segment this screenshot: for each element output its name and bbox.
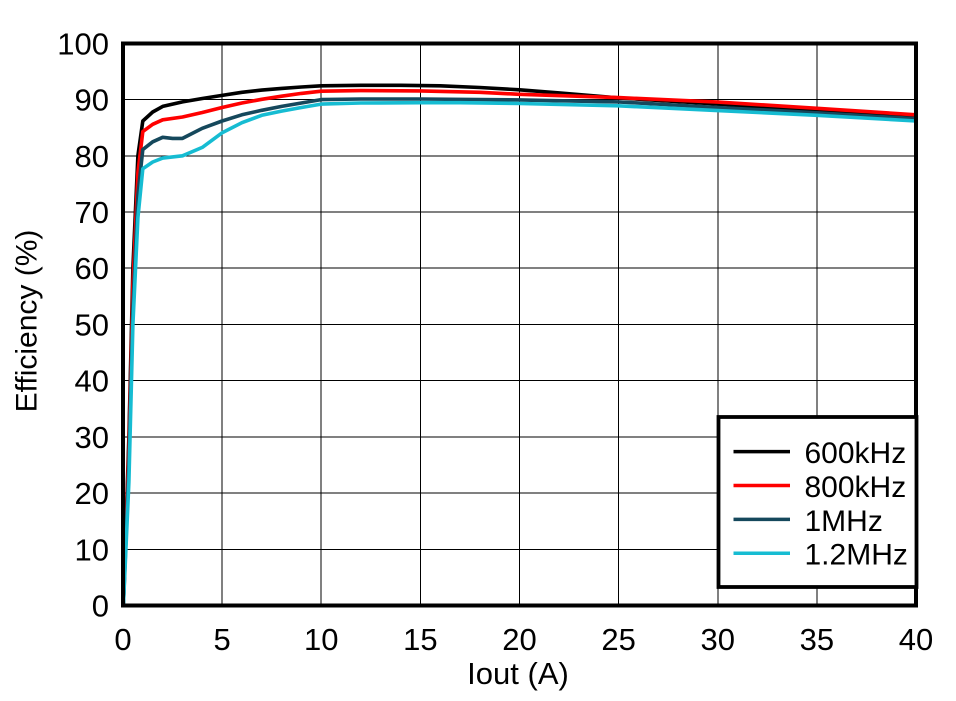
- svg-text:600kHz: 600kHz: [805, 437, 907, 470]
- svg-text:60: 60: [75, 251, 109, 286]
- svg-text:25: 25: [601, 622, 635, 657]
- svg-text:30: 30: [701, 622, 735, 657]
- svg-text:20: 20: [502, 622, 536, 657]
- svg-text:1.2MHz: 1.2MHz: [805, 539, 908, 572]
- svg-text:70: 70: [75, 195, 109, 230]
- svg-text:0: 0: [92, 589, 109, 624]
- svg-text:40: 40: [75, 364, 109, 399]
- svg-text:1MHz: 1MHz: [805, 505, 883, 538]
- svg-text:30: 30: [75, 420, 109, 455]
- svg-text:40: 40: [899, 622, 933, 657]
- svg-text:35: 35: [800, 622, 834, 657]
- svg-text:100: 100: [57, 27, 109, 62]
- svg-text:50: 50: [75, 307, 109, 342]
- svg-text:15: 15: [403, 622, 437, 657]
- svg-text:800kHz: 800kHz: [805, 471, 907, 504]
- svg-text:Iout (A): Iout (A): [467, 656, 569, 691]
- svg-text:10: 10: [304, 622, 338, 657]
- svg-text:Efficiency (%): Efficiency (%): [11, 230, 44, 413]
- svg-text:10: 10: [75, 532, 109, 567]
- svg-text:80: 80: [75, 139, 109, 174]
- svg-text:90: 90: [75, 83, 109, 118]
- svg-text:0: 0: [114, 622, 131, 657]
- svg-text:5: 5: [213, 622, 230, 657]
- svg-text:20: 20: [75, 476, 109, 511]
